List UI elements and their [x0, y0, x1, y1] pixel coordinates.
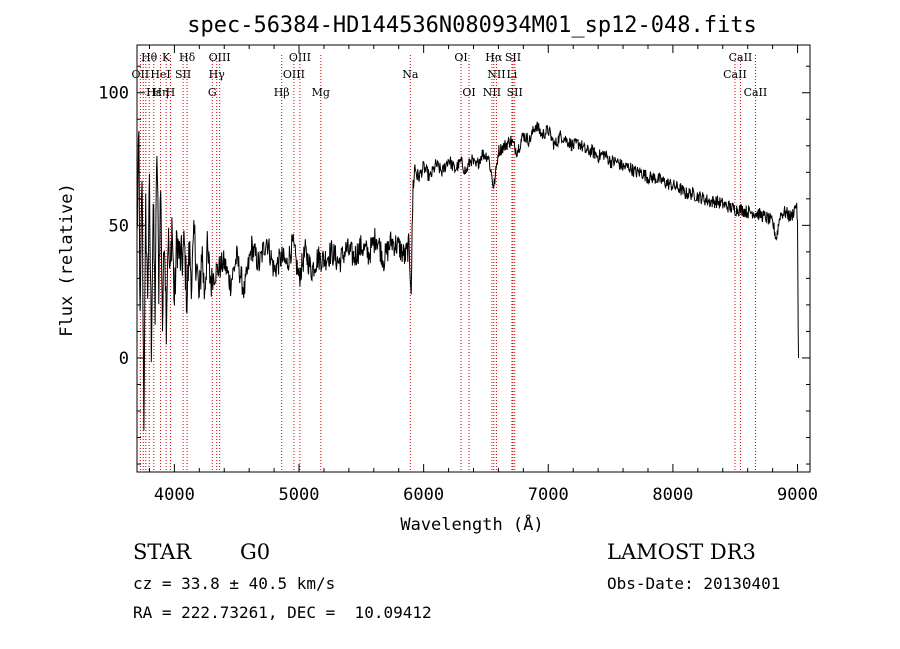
survey-name: LAMOST DR3 — [607, 540, 756, 564]
line-label: Hα — [485, 51, 503, 64]
line-label: Hδ — [179, 51, 196, 64]
line-label: OII — [132, 68, 150, 81]
line-label: Hβ — [274, 86, 290, 99]
line-label: Hθ — [141, 51, 158, 64]
y-axis-ticks: 0 50 100 — [98, 65, 810, 465]
line-label: CaII — [744, 86, 768, 99]
redshift-value: cz = 33.8 ± 40.5 km/s — [133, 574, 336, 593]
chart-title: spec-56384-HD144536N080934M01_sp12-048.f… — [187, 13, 757, 38]
line-label: Mg — [312, 86, 330, 99]
line-label: G — [208, 86, 217, 99]
y-tick-label: 100 — [98, 84, 129, 104]
line-label: HeI — [150, 68, 170, 81]
spectral-subclass: G0 — [240, 540, 271, 564]
line-label: NII — [487, 68, 505, 81]
line-label: Li — [506, 68, 517, 81]
x-tick-label: 9000 — [777, 485, 818, 505]
x-tick-label: 6000 — [403, 485, 444, 505]
line-label: K — [162, 51, 171, 64]
observation-date: Obs-Date: 20130401 — [607, 574, 781, 593]
line-label: SII — [507, 86, 523, 99]
x-tick-label: 8000 — [652, 485, 693, 505]
x-axis-label: Wavelength (Å) — [400, 513, 543, 535]
line-label: CaII — [723, 68, 747, 81]
coordinates: RA = 222.73261, DEC = 10.09412 — [133, 603, 432, 622]
line-label: OIII — [209, 51, 231, 64]
line-label: OIII — [289, 51, 311, 64]
line-label: H — [166, 86, 176, 99]
x-tick-label: 7000 — [528, 485, 569, 505]
line-label: Hγ — [209, 68, 226, 81]
line-label: Hε — [146, 86, 162, 99]
x-tick-label: 5000 — [279, 485, 320, 505]
line-label: NII — [483, 86, 501, 99]
line-label: Hη — [152, 86, 168, 99]
object-class: STAR — [133, 540, 192, 564]
line-label: OI — [462, 86, 475, 99]
line-label: CaII — [729, 51, 753, 64]
spectrum-line — [136, 121, 799, 431]
line-label: SII — [505, 51, 521, 64]
emission-line-markers — [139, 55, 756, 472]
y-tick-label: 0 — [119, 349, 129, 369]
x-tick-label: 4000 — [154, 485, 195, 505]
line-label: OI — [454, 51, 467, 64]
line-label: SII — [175, 68, 191, 81]
emission-line-labels: Hθ OII Hε K HeI Hη SII H Hδ OIII Hγ G OIII OIII Hβ Mg Na… — [132, 51, 768, 99]
line-label: OIII — [283, 68, 305, 81]
y-tick-label: 50 — [109, 216, 129, 236]
x-axis-ticks: 4000 5000 6000 7000 8000 9000 — [148, 45, 818, 505]
line-label: Na — [402, 68, 419, 81]
y-axis-label: Flux (relative) — [57, 183, 77, 337]
